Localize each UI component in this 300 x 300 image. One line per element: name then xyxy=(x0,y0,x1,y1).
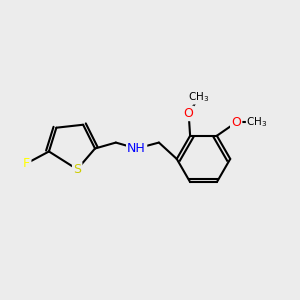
Text: O: O xyxy=(231,116,241,129)
Text: O: O xyxy=(184,107,194,120)
Text: CH$_3$: CH$_3$ xyxy=(246,116,268,129)
Text: F: F xyxy=(23,157,30,170)
Text: CH$_3$: CH$_3$ xyxy=(188,90,210,104)
Text: NH: NH xyxy=(127,142,146,155)
Text: S: S xyxy=(73,163,81,176)
